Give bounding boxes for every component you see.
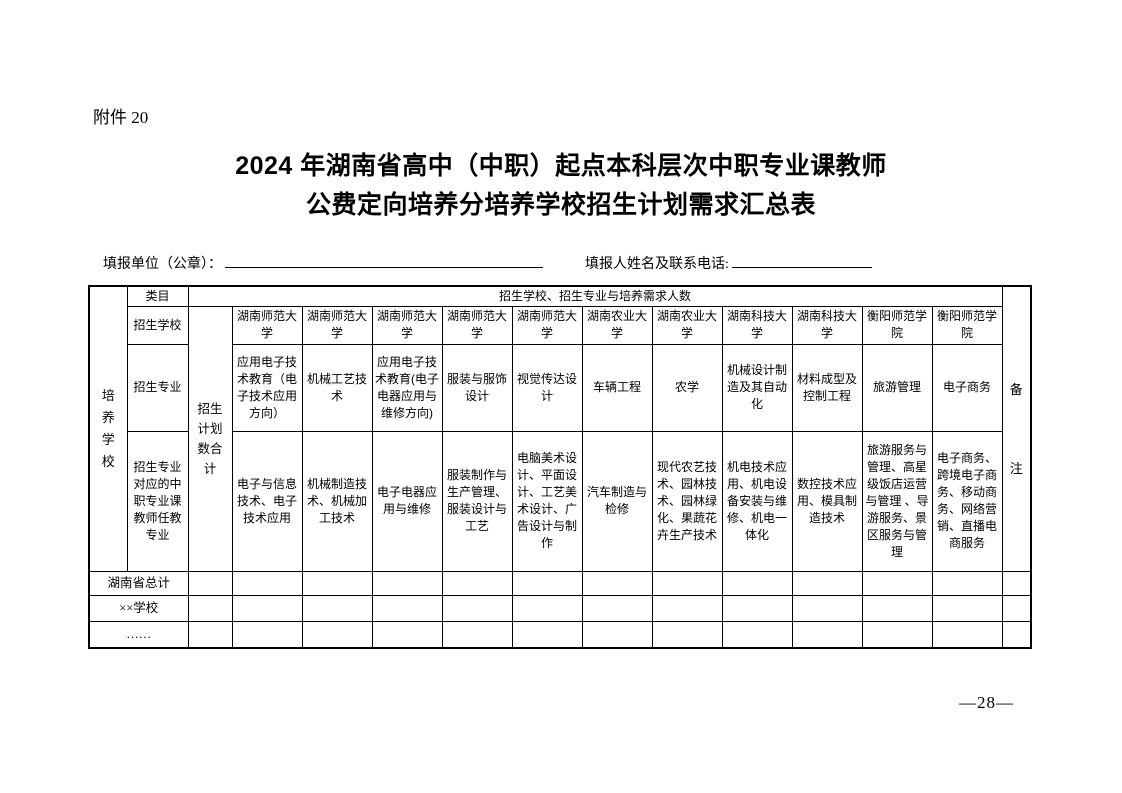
plan-total-column-label: 招生计划数合计: [187, 305, 233, 572]
empty-cell: [721, 594, 793, 622]
teaching-major-cell: 汽车制造与检修: [581, 430, 653, 572]
empty-cell: [231, 570, 303, 596]
university-cell: 衡阳师范学院: [861, 305, 933, 345]
empty-cell: [861, 620, 933, 649]
major-cell: 材料成型及控制工程: [791, 343, 863, 432]
major-cell: 机械工艺技术: [301, 343, 373, 432]
university-cell: 湖南师范大学: [511, 305, 583, 345]
major-cell: 应用电子技术教育（电子技术应用方向）: [231, 343, 303, 432]
university-cell: 湖南科技大学: [721, 305, 793, 345]
empty-cell: [861, 570, 933, 596]
wide-header-cell: 招生学校、招生专业与培养需求人数: [187, 285, 1003, 307]
empty-cell: [187, 570, 233, 596]
teaching-major-cell: 数控技术应用、模具制造技术: [791, 430, 863, 572]
summary-table-wrap: 培养学校 类目 招生学校、招生专业与培养需求人数 备 注 招生学校 招生计划数合…: [88, 285, 1032, 649]
empty-cell: [581, 594, 653, 622]
empty-cell: [931, 594, 1003, 622]
teaching-major-cell: 服装制作与生产管理、服装设计与工艺: [441, 430, 513, 572]
remark-char-2: 注: [1009, 460, 1023, 476]
contact-blank-line: [731, 254, 872, 268]
empty-cell: [511, 570, 583, 596]
title-line-1: 2024 年湖南省高中（中职）起点本科层次中职专业课教师: [235, 152, 887, 180]
university-cell: 湖南师范大学: [441, 305, 513, 345]
major-cell: 机械设计制造及其自动化: [721, 343, 793, 432]
university-cell: 衡阳师范学院: [931, 305, 1003, 345]
teaching-major-cell: 现代农艺技术、园林技术、园林绿化、果蔬花卉生产技术: [651, 430, 723, 572]
summary-table: 培养学校 类目 招生学校、招生专业与培养需求人数 备 注 招生学校 招生计划数合…: [88, 285, 1032, 649]
row-label-enrolling-school: 招生学校: [126, 305, 189, 345]
empty-cell: [581, 570, 653, 596]
empty-cell: [231, 594, 303, 622]
empty-cell: [441, 570, 513, 596]
empty-cell: [187, 594, 233, 622]
page-number: —28—: [959, 693, 1014, 712]
empty-cell: [187, 620, 233, 649]
empty-cell: [511, 594, 583, 622]
teaching-major-cell: 机械制造技术、机械加工技术: [301, 430, 373, 572]
university-cell: 湖南师范大学: [371, 305, 443, 345]
empty-cell: [861, 594, 933, 622]
major-cell: 服装与服饰设计: [441, 343, 513, 432]
major-cell: 应用电子技术教育(电子电器应用与维修方向): [371, 343, 443, 432]
remark-column-header: 备 注: [1001, 285, 1032, 572]
contact-label: 填报人姓名及联系电话:: [585, 257, 729, 272]
major-cell: 农学: [651, 343, 723, 432]
empty-cell: [931, 620, 1003, 649]
data-row-label: ××学校: [88, 594, 189, 622]
empty-cell: [1001, 594, 1032, 622]
empty-cell: [371, 570, 443, 596]
contact-field: 填报人姓名及联系电话:: [585, 253, 872, 273]
major-cell: 电子商务: [931, 343, 1003, 432]
empty-cell: [791, 594, 863, 622]
teaching-major-cell: 电子与信息技术、电子技术应用: [231, 430, 303, 572]
document-title: 2024 年湖南省高中（中职）起点本科层次中职专业课教师 公费定向培养分培养学校…: [0, 147, 1122, 225]
row-label-enrolling-major: 招生专业: [126, 343, 189, 432]
teaching-major-cell: 机电技术应用、机电设备安装与维修、机电一体化: [721, 430, 793, 572]
empty-cell: [301, 620, 373, 649]
empty-cell: [441, 620, 513, 649]
row-label-teaching-major: 招生专业对应的中职专业课教师任教专业: [126, 430, 189, 572]
teaching-major-cell: 电子电器应用与维修: [371, 430, 443, 572]
major-cell: 旅游管理: [861, 343, 933, 432]
empty-cell: [651, 620, 723, 649]
university-cell: 湖南农业大学: [581, 305, 653, 345]
empty-cell: [791, 570, 863, 596]
remark-char-1: 备: [1009, 381, 1023, 397]
major-cell: 视觉传达设计: [511, 343, 583, 432]
data-row-label: ……: [88, 620, 189, 649]
empty-cell: [721, 570, 793, 596]
data-row-label: 湖南省总计: [88, 570, 189, 596]
empty-cell: [651, 570, 723, 596]
empty-cell: [231, 620, 303, 649]
university-cell: 湖南师范大学: [301, 305, 373, 345]
empty-cell: [1001, 620, 1032, 649]
university-cell: 湖南师范大学: [231, 305, 303, 345]
title-line-2: 公费定向培养分培养学校招生计划需求汇总表: [305, 191, 816, 219]
empty-cell: [721, 620, 793, 649]
reporting-unit-label: 填报单位（公章）：: [103, 257, 222, 272]
empty-cell: [301, 594, 373, 622]
empty-cell: [441, 594, 513, 622]
university-cell: 湖南农业大学: [651, 305, 723, 345]
empty-cell: [1001, 570, 1032, 596]
teaching-major-cell: 电脑美术设计、平面设计、工艺美术设计、广告设计与制作: [511, 430, 583, 572]
teaching-major-cell: 旅游服务与管理、高星级饭店运营与管理 、导游服务、景区服务与管理: [861, 430, 933, 572]
attachment-label: 附件 20: [93, 108, 149, 127]
empty-cell: [931, 570, 1003, 596]
reporting-unit-field: 填报单位（公章）：: [103, 253, 543, 273]
teaching-major-cell: 电子商务、跨境电子商务、移动商务、网络营销、直播电商服务: [931, 430, 1003, 572]
empty-cell: [651, 594, 723, 622]
empty-cell: [301, 570, 373, 596]
empty-cell: [581, 620, 653, 649]
category-label-cell: 类目: [126, 285, 189, 307]
empty-cell: [371, 594, 443, 622]
empty-cell: [791, 620, 863, 649]
reporting-unit-blank-line: [225, 254, 543, 268]
university-cell: 湖南科技大学: [791, 305, 863, 345]
empty-cell: [371, 620, 443, 649]
major-cell: 车辆工程: [581, 343, 653, 432]
corner-training-school-label: 培养学校: [88, 285, 128, 572]
empty-cell: [511, 620, 583, 649]
